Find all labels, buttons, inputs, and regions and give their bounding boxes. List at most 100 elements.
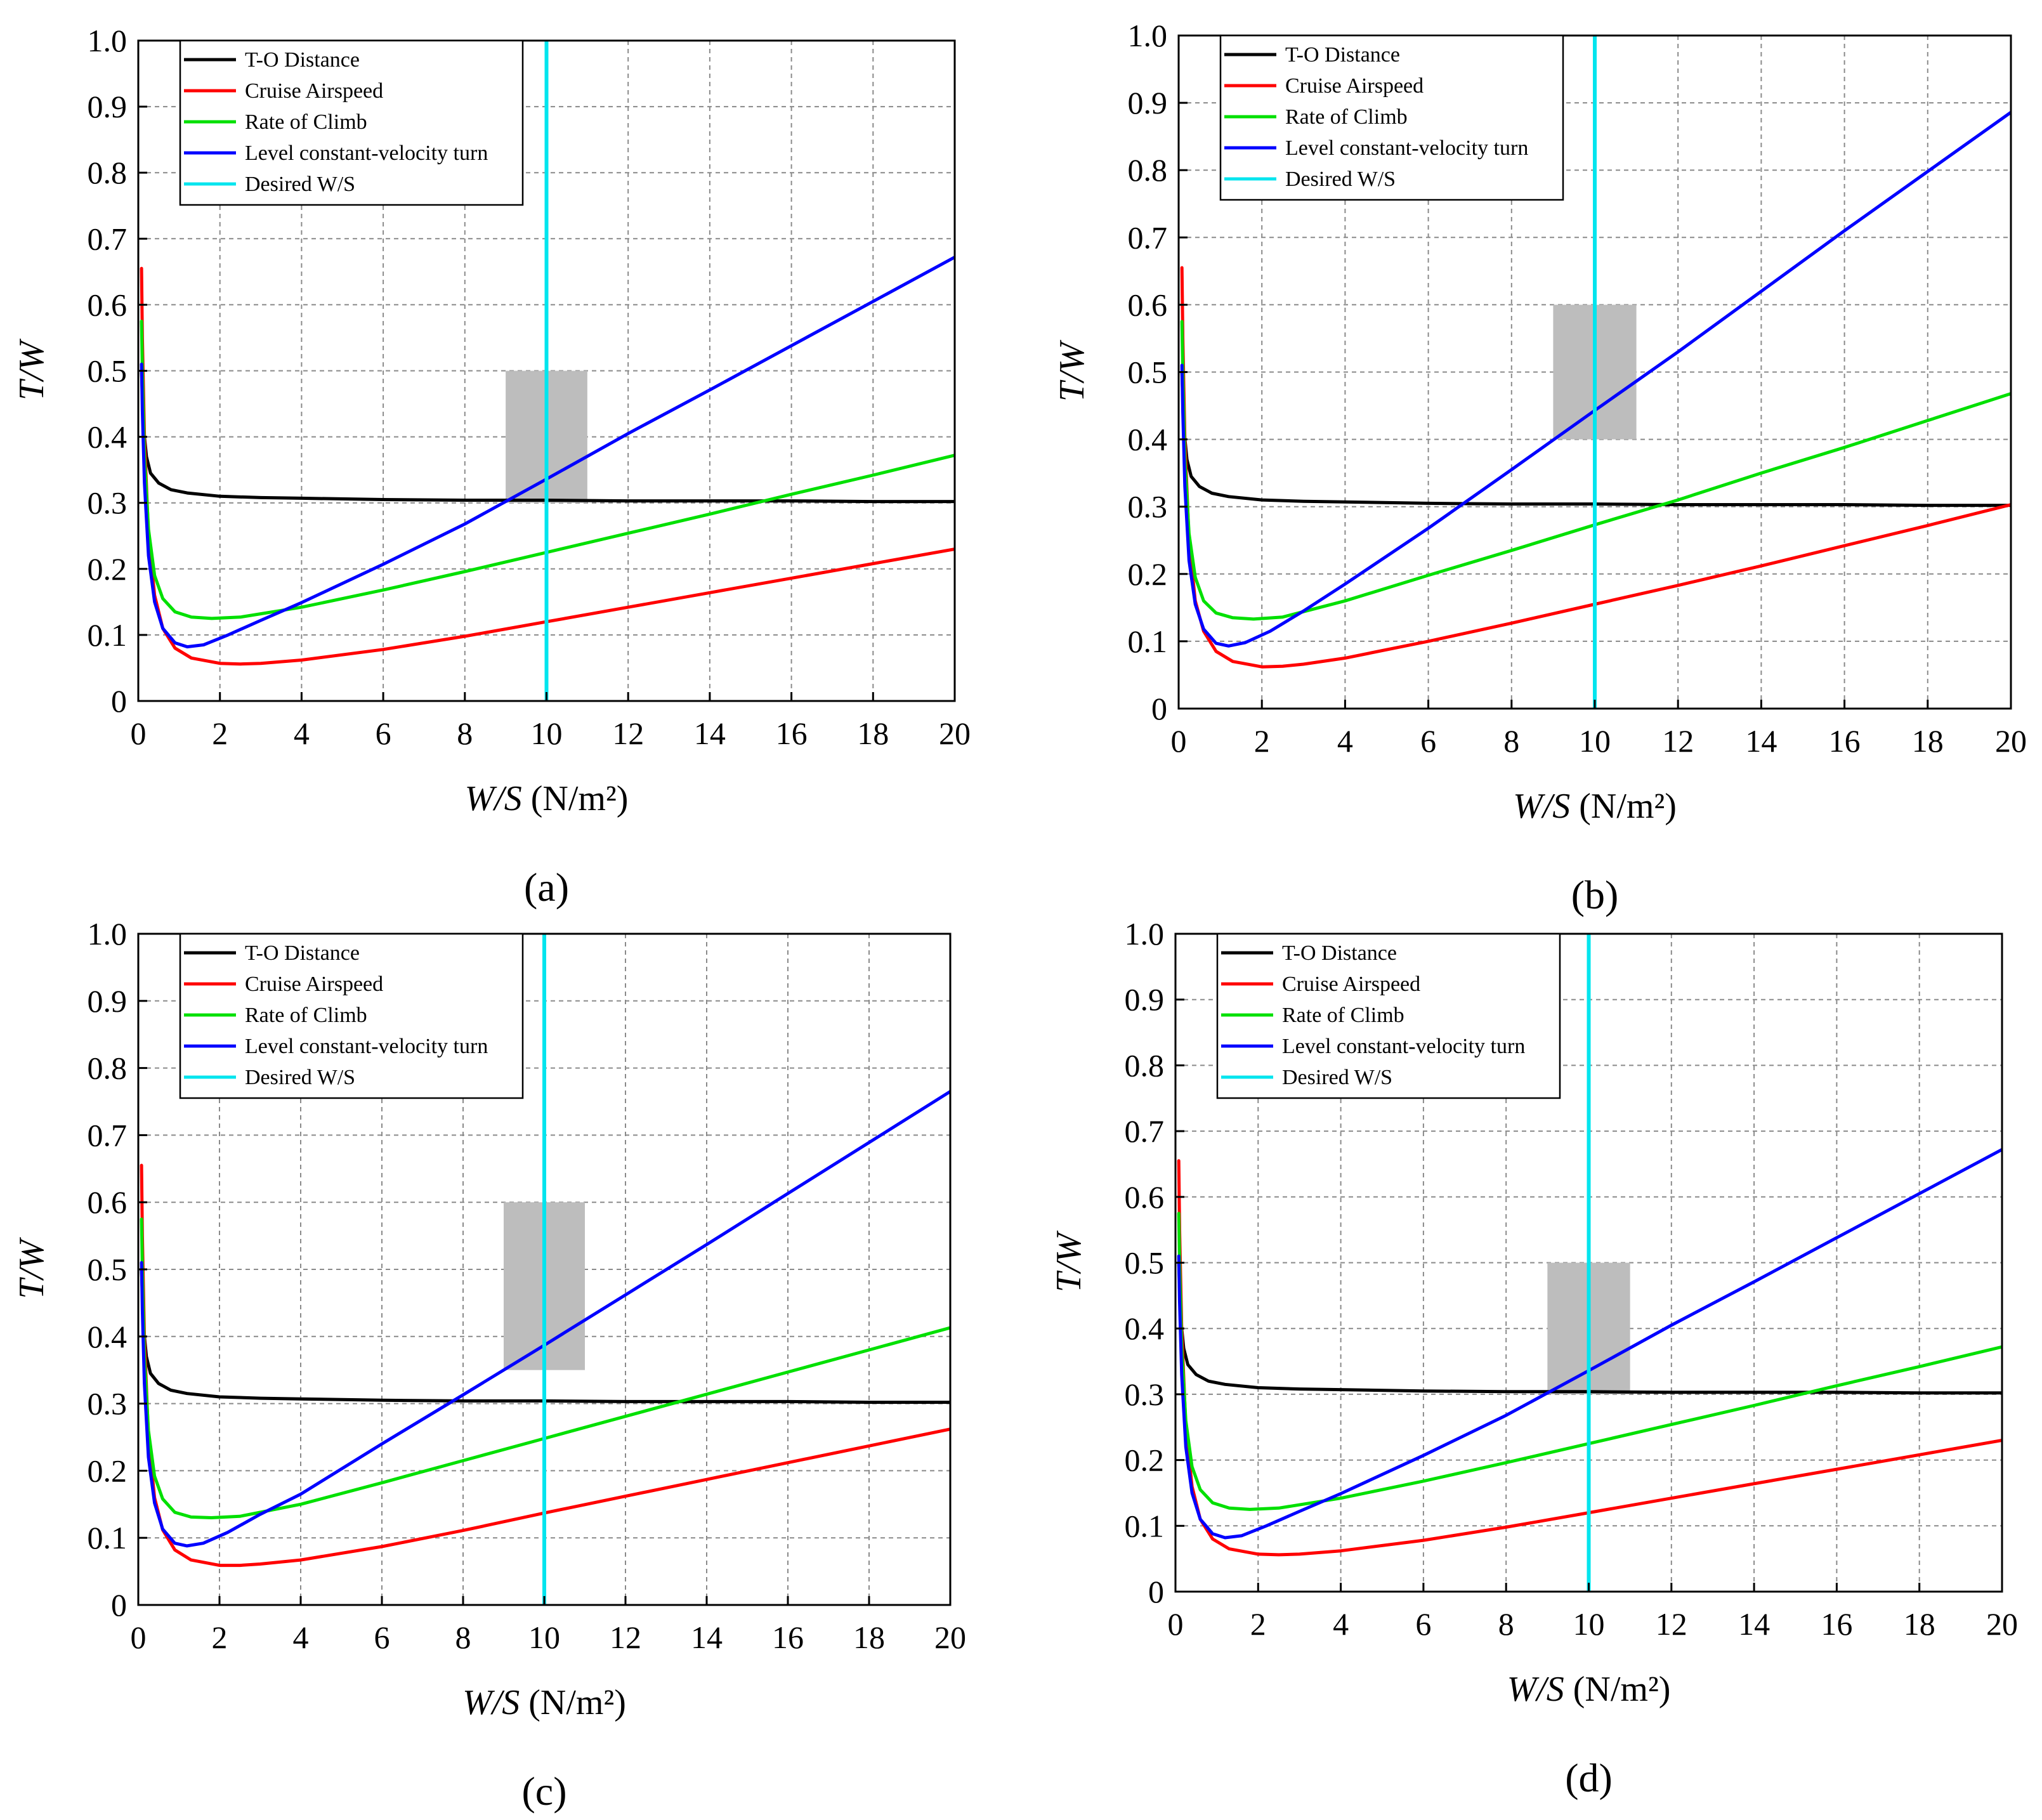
x-tick-label: 12 (1656, 1606, 1687, 1642)
y-tick-label: 0.2 (1125, 1443, 1165, 1478)
legend-label: Rate of Climb (1285, 105, 1408, 129)
y-tick-label: 0.6 (88, 287, 128, 322)
y-tick-label: 0.9 (88, 89, 128, 124)
y-tick-label: 1.0 (1125, 916, 1165, 952)
y-tick-label: 0.4 (1125, 1311, 1165, 1346)
series-line-level-constant-velocity-turn (140, 255, 955, 649)
x-tick-label: 20 (939, 716, 971, 751)
legend: T-O Distance Cruise Airspeed Rate of Climb… (1216, 933, 1561, 1099)
x-axis-title-units: (N/m²) (520, 1683, 626, 1722)
x-tick-label: 14 (1738, 1606, 1770, 1642)
x-axis-title: W/S (N/m²) (1513, 787, 1677, 826)
x-axis-title-units: (N/m²) (1564, 1670, 1671, 1709)
legend-label: Rate of Climb (245, 1004, 367, 1027)
x-tick-label: 20 (1986, 1606, 2018, 1642)
y-tick-label: 0.1 (88, 617, 128, 653)
x-tick-label: 14 (691, 1620, 723, 1655)
series-line-t-o-distance (140, 369, 955, 504)
x-tick-label: 16 (1829, 723, 1861, 759)
x-tick-label: 12 (610, 1620, 641, 1655)
x-tick-label: 2 (1254, 723, 1270, 759)
x-axis-title-units: (N/m²) (1570, 787, 1677, 826)
y-tick-label: 1.0 (1128, 18, 1168, 53)
y-tick-label: 0 (1148, 1574, 1164, 1609)
legend-label: Desired W/S (1282, 1066, 1392, 1089)
x-axis-title: W/S (N/m²) (462, 1683, 626, 1722)
y-tick-label: 0.9 (1128, 85, 1168, 121)
y-axis-title: T/W (12, 1237, 51, 1299)
y-axis-title: T/W (1052, 339, 1092, 402)
series-line-t-o-distance (140, 1267, 950, 1404)
x-tick-label: 18 (853, 1620, 885, 1655)
legend-box (1219, 34, 1564, 201)
x-tick-label: 16 (776, 716, 808, 751)
x-tick-label: 2 (212, 716, 228, 751)
series-line-level-constant-velocity-turn (1177, 1148, 2002, 1540)
legend-box (179, 933, 524, 1099)
x-tick-label: 6 (374, 1620, 390, 1655)
y-tick-label: 0.4 (1128, 422, 1168, 457)
x-tick-label: 6 (376, 716, 391, 751)
x-tick-label: 14 (1745, 723, 1777, 759)
y-tick-label: 0.3 (88, 1386, 128, 1422)
x-tick-label: 2 (212, 1620, 228, 1655)
x-tick-label: 4 (1333, 1606, 1349, 1642)
x-axis-title-var: W/S (465, 779, 522, 818)
panel-caption: (a) (524, 865, 569, 910)
x-axis-title: W/S (N/m²) (1507, 1670, 1671, 1709)
y-tick-label: 0.7 (1125, 1113, 1165, 1149)
x-tick-label: 14 (694, 716, 726, 751)
y-tick-label: 0 (1151, 691, 1167, 726)
y-tick-label: 0.8 (1128, 152, 1168, 188)
y-tick-label: 0.9 (1125, 982, 1165, 1018)
legend-box (179, 39, 524, 206)
y-tick-label: 0.1 (1128, 624, 1168, 659)
legend-label: Desired W/S (245, 1066, 355, 1089)
x-tick-label: 4 (294, 716, 310, 751)
y-axis-title: T/W (1049, 1230, 1089, 1292)
y-tick-label: 0.1 (88, 1520, 128, 1555)
y-tick-label: 0 (111, 1587, 127, 1623)
legend-label: Cruise Airspeed (245, 79, 383, 103)
y-tick-label: 0.8 (88, 155, 128, 190)
legend-label: Level constant-velocity turn (1282, 1035, 1525, 1058)
chart-panel-d: 0 2 4 6 8 10 12 14 16 18 20 0 0.1 0.2 0.3 0.4 0.5 0.6 0.7 0… (1049, 916, 2018, 1800)
y-tick-label: 0.4 (88, 1319, 128, 1354)
y-tick-label: 0.8 (1125, 1047, 1165, 1083)
x-axis-title: W/S (N/m²) (465, 779, 629, 818)
x-tick-label: 18 (1912, 723, 1944, 759)
x-axis-title-var: W/S (1507, 1670, 1564, 1709)
x-tick-label: 0 (1171, 723, 1187, 759)
y-tick-label: 0.2 (88, 1453, 128, 1488)
x-tick-label: 10 (1573, 1606, 1605, 1642)
y-tick-label: 0.2 (88, 551, 128, 587)
legend-label: Desired W/S (245, 173, 355, 196)
y-tick-label: 0.2 (1128, 556, 1168, 592)
x-tick-label: 16 (772, 1620, 804, 1655)
legend-label: Cruise Airspeed (245, 972, 383, 996)
x-tick-label: 4 (1337, 723, 1353, 759)
x-tick-label: 12 (612, 716, 644, 751)
x-tick-label: 2 (1250, 1606, 1266, 1642)
series-line-level-constant-velocity-turn (140, 1090, 950, 1548)
x-tick-label: 10 (531, 716, 563, 751)
x-axis-title-var: W/S (1513, 787, 1570, 826)
legend: T-O Distance Cruise Airspeed Rate of Climb… (179, 39, 524, 206)
legend-label: Cruise Airspeed (1285, 74, 1424, 98)
legend-label: T-O Distance (245, 48, 360, 72)
y-tick-label: 0.3 (88, 485, 128, 521)
x-tick-label: 20 (934, 1620, 966, 1655)
y-tick-label: 0.5 (88, 353, 128, 389)
y-tick-label: 0.9 (88, 983, 128, 1019)
chart-panel-b: 0 2 4 6 8 10 12 14 16 18 20 0 0.1 0.2 0.3 0.4 0.5 0.6 0.7 0… (1052, 18, 2027, 917)
y-tick-label: 0.4 (88, 419, 128, 455)
x-tick-label: 20 (1995, 723, 2027, 759)
y-tick-label: 0.7 (88, 221, 128, 256)
y-tick-label: 0.6 (1128, 287, 1168, 322)
y-tick-label: 0.3 (1125, 1377, 1165, 1412)
legend-label: Level constant-velocity turn (1285, 136, 1528, 160)
panel-caption: (b) (1571, 872, 1619, 917)
panel-caption: (c) (521, 1769, 566, 1814)
series-line-t-o-distance (1177, 1261, 2002, 1395)
